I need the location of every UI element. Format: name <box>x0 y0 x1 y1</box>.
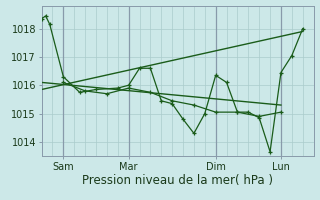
X-axis label: Pression niveau de la mer( hPa ): Pression niveau de la mer( hPa ) <box>82 174 273 187</box>
